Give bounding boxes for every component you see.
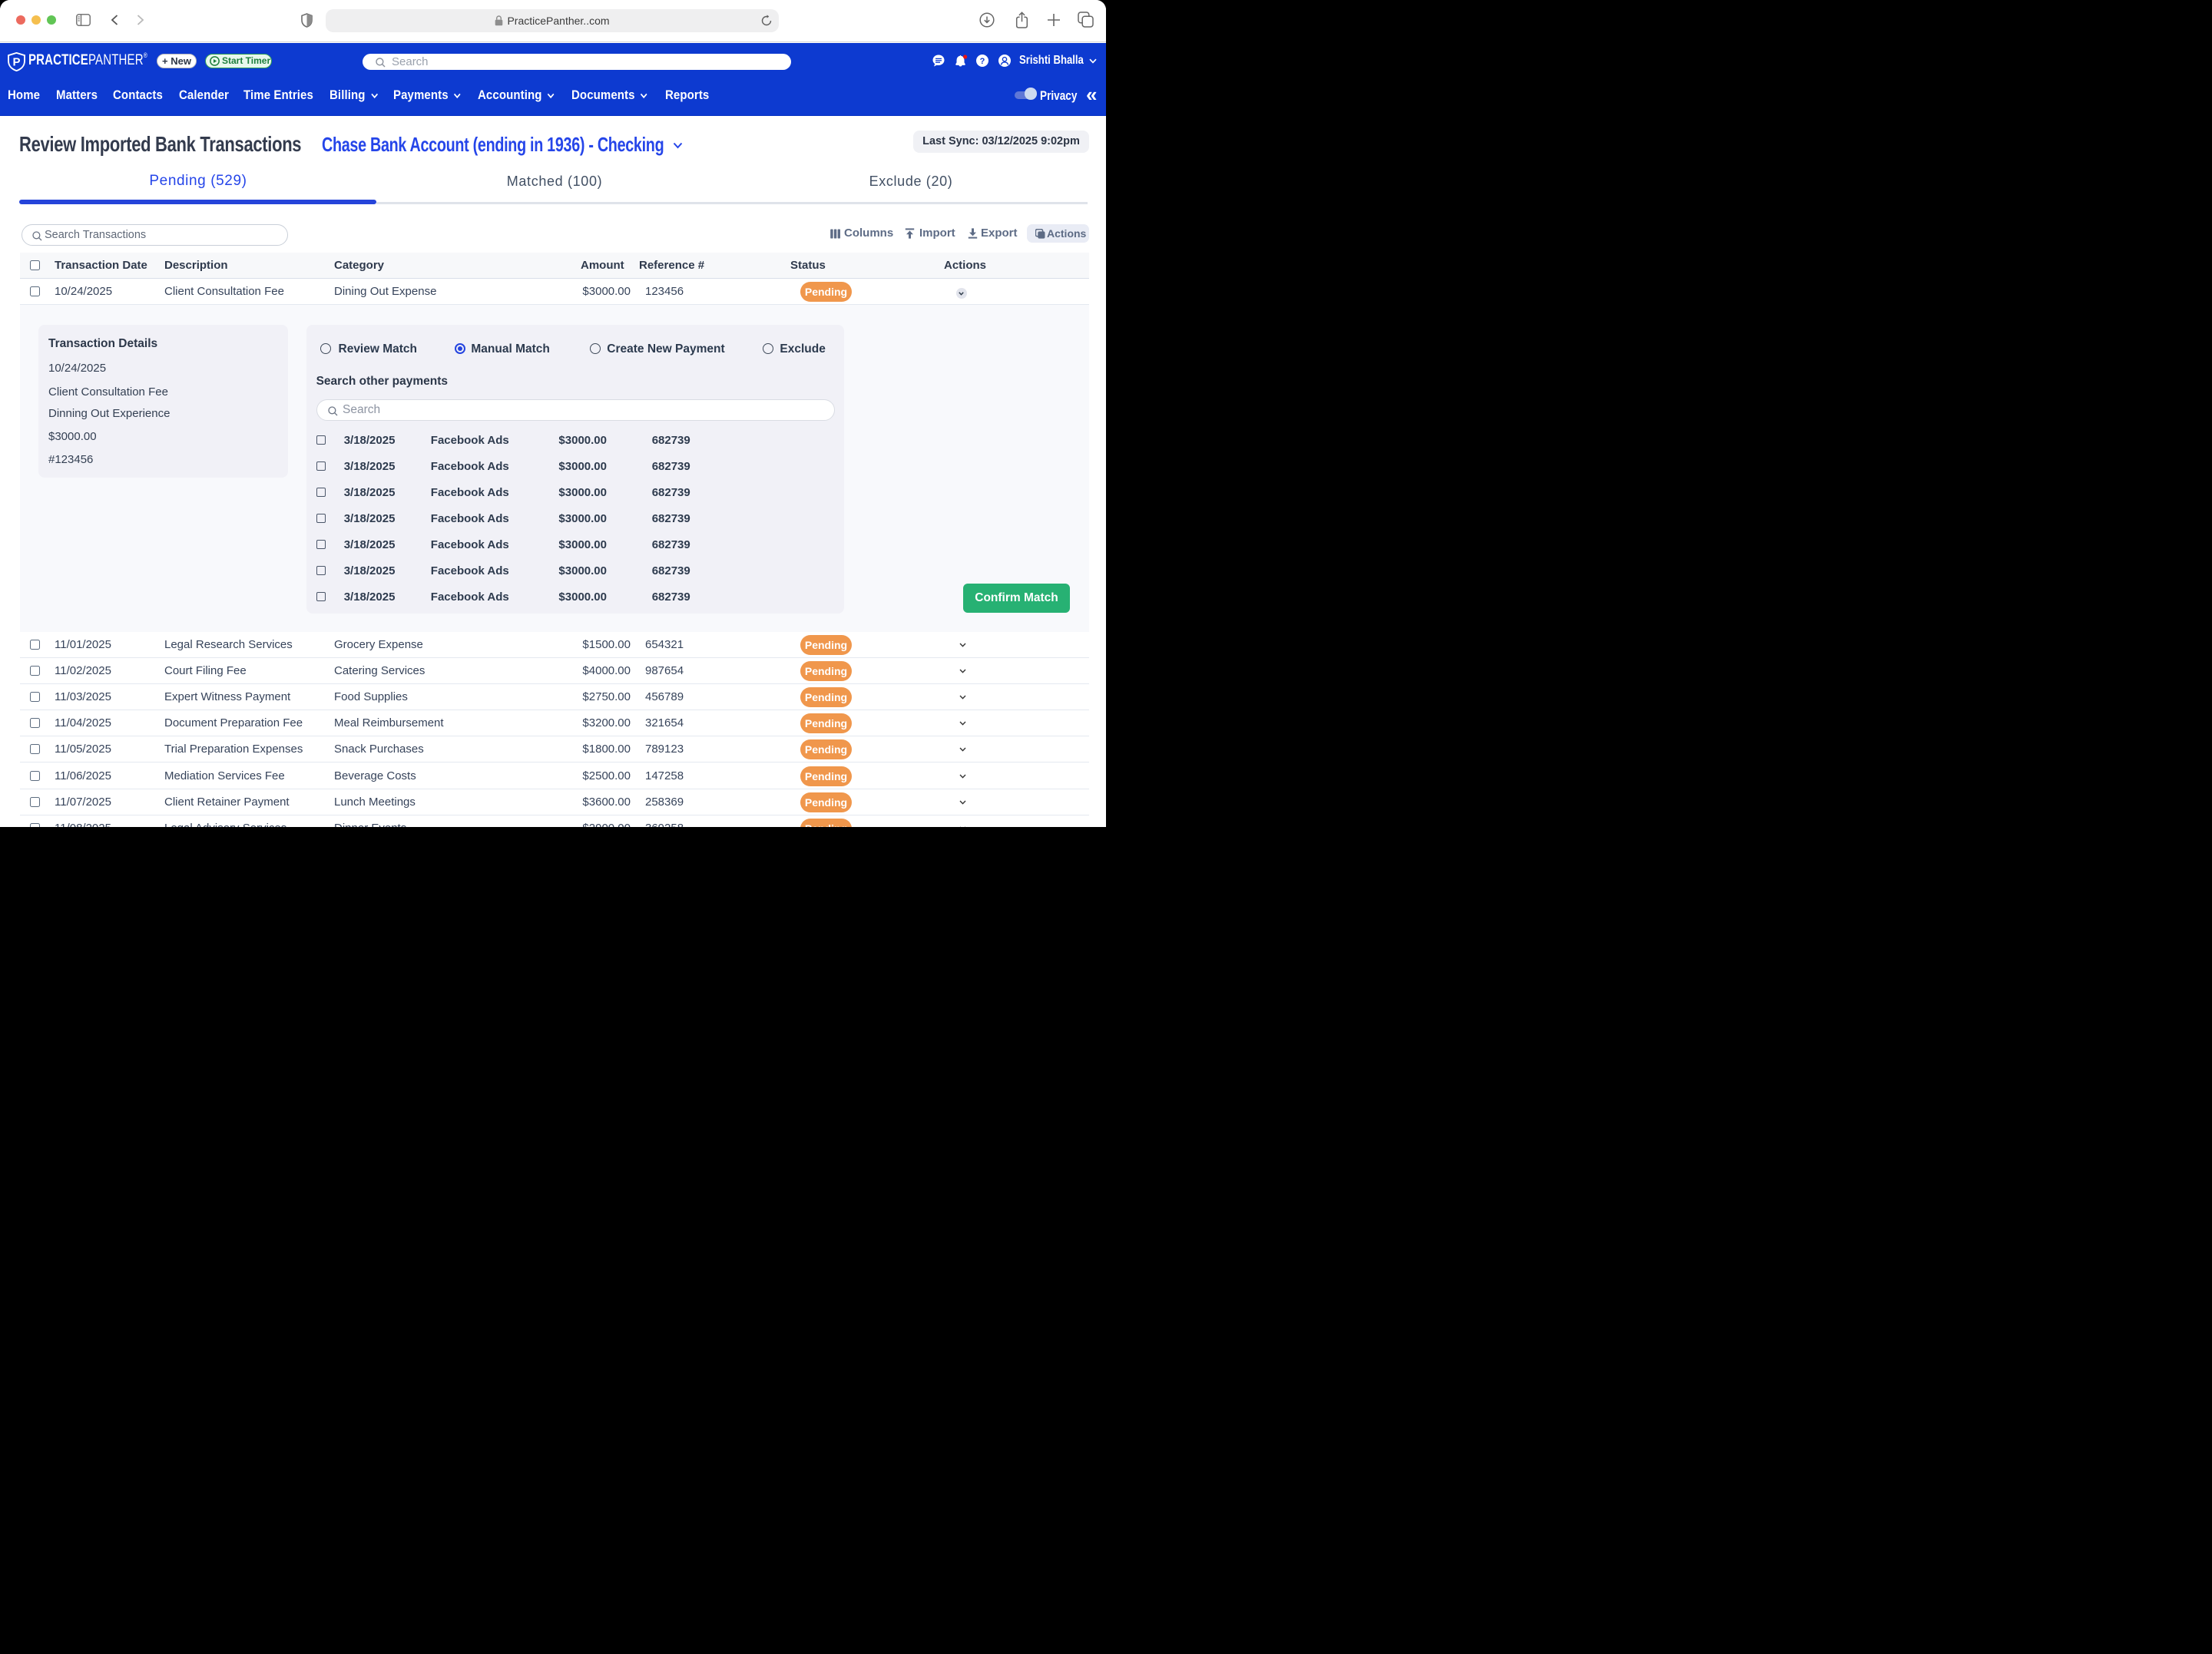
svg-text:?: ? [980, 57, 985, 66]
svg-text:P: P [12, 56, 20, 69]
